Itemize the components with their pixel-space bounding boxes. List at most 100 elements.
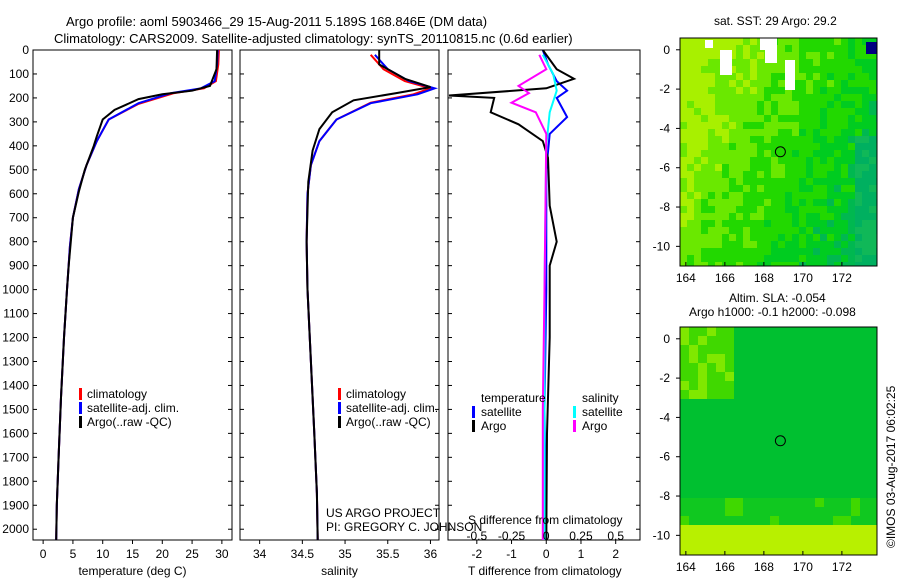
map-cell (833, 345, 842, 354)
map-cell (689, 552, 698, 555)
map-cell (729, 185, 736, 192)
map-cell (687, 122, 694, 129)
map-cell (698, 471, 707, 480)
map-cell (689, 498, 698, 507)
map-cell (708, 234, 715, 241)
map-cell (715, 94, 722, 101)
map-cell (725, 435, 734, 444)
map-cell (687, 248, 694, 255)
map-cell (841, 115, 848, 122)
x-tick-label: 172 (832, 271, 852, 285)
map-cell (680, 262, 687, 266)
map-cell (806, 525, 815, 534)
map-cell (806, 381, 815, 390)
map-cell (750, 178, 757, 185)
map-cell (834, 157, 841, 164)
map-cell (698, 552, 707, 555)
map-cell (743, 136, 750, 143)
legend-label: Argo(..raw -QC) (87, 415, 172, 429)
map-cell (855, 38, 862, 45)
map-cell (866, 42, 877, 54)
map-cell (833, 516, 842, 525)
map-cell (860, 534, 869, 543)
map-cell (827, 115, 834, 122)
map-cell (834, 220, 841, 227)
map-cell (862, 206, 869, 213)
map-cell (792, 178, 799, 185)
map-cell (841, 143, 848, 150)
map-cell (764, 108, 771, 115)
map-cell (869, 480, 877, 489)
map-cell (743, 241, 750, 248)
map-cell (815, 480, 824, 489)
map-cell (855, 241, 862, 248)
map-cell (824, 453, 833, 462)
pi-label: PI: GREGORY C. JOHNSON (326, 520, 482, 534)
map-cell (715, 73, 722, 80)
map-cell (815, 426, 824, 435)
map-cell (722, 150, 729, 157)
map-cell (827, 262, 834, 266)
map-cell (736, 157, 743, 164)
y-tick-label: 700 (9, 211, 29, 225)
x2-tick-label: -0.25 (498, 529, 526, 543)
map-cell (792, 185, 799, 192)
map-cell (750, 255, 757, 262)
map-cell (820, 115, 827, 122)
map-cell (689, 480, 698, 489)
map-cell (750, 206, 757, 213)
series-line-salinity-satellite (541, 54, 558, 540)
y-tick-label: 1200 (2, 331, 29, 345)
map-cell (869, 73, 876, 80)
map-cell (680, 45, 687, 52)
map-cell (680, 354, 689, 363)
map-cell (827, 59, 834, 66)
map-cell (680, 453, 689, 462)
map-cell (764, 87, 771, 94)
x-axis-label: T difference from climatology (468, 564, 622, 578)
map-cell (806, 52, 813, 59)
map-cell (797, 381, 806, 390)
map-cell (750, 157, 757, 164)
map-cell (701, 213, 708, 220)
map-cell (860, 489, 869, 498)
legend-label: satellite-adj. clim. (346, 401, 438, 415)
map-cell (752, 498, 761, 507)
map-cell (788, 471, 797, 480)
map-cell (716, 426, 725, 435)
map-cell (813, 234, 820, 241)
map-cell (764, 241, 771, 248)
map-cell (771, 241, 778, 248)
map-cell (715, 80, 722, 87)
map-cell (694, 171, 701, 178)
map-cell (779, 453, 788, 462)
map-cell (722, 73, 729, 80)
map-cell (806, 336, 815, 345)
y-tick-label: 1400 (2, 378, 29, 392)
map-cell (736, 108, 743, 115)
map-cell (792, 262, 799, 266)
map-cell (806, 552, 815, 555)
map-cell (813, 248, 820, 255)
map-cell (833, 327, 842, 336)
map-cell (806, 206, 813, 213)
map-cell (813, 213, 820, 220)
map-cell (736, 234, 743, 241)
map-cell (833, 552, 842, 555)
map-cell (779, 525, 788, 534)
map-cell (736, 38, 743, 45)
map-cell (834, 38, 841, 45)
map-cell (757, 94, 764, 101)
map-cell (707, 390, 716, 399)
map-cell (729, 220, 736, 227)
map-cell (770, 327, 779, 336)
map-cell (779, 516, 788, 525)
map-cell (729, 192, 736, 199)
map-cell (689, 354, 698, 363)
map-cell (680, 444, 689, 453)
map-cell (752, 543, 761, 552)
project-label: US ARGO PROJECT (326, 506, 441, 520)
map-cell (764, 73, 771, 80)
map-cell (680, 363, 689, 372)
map-cell (799, 87, 806, 94)
